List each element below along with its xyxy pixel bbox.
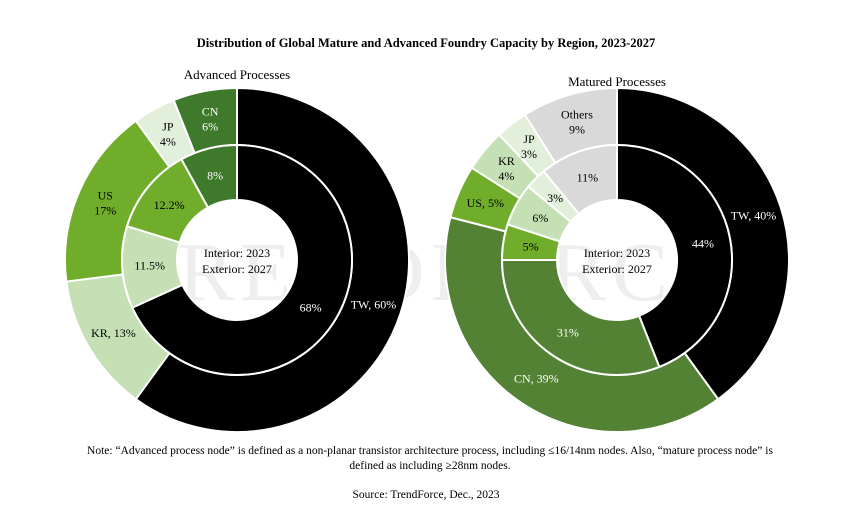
matured-center-line2: Exterior: 2027: [582, 262, 652, 276]
advanced-inner-slice-cn: [180, 143, 238, 209]
advanced-outer-label-line: TW, 60%: [351, 297, 397, 311]
advanced-outer-label-line: US: [98, 189, 113, 203]
advanced-inner-slice-tw: [130, 143, 353, 376]
matured-inner-label-us: 5%: [523, 239, 539, 253]
matured-inner-label-cn: 31%: [557, 325, 579, 339]
matured-inner-label-line: 31%: [557, 325, 579, 339]
matured-inner-label-line: 3%: [547, 191, 563, 205]
advanced-outer-label-line: 6%: [202, 120, 218, 134]
matured-inner-label-line: 11%: [577, 171, 599, 185]
advanced-outer-label-cn: CN 6%: [202, 105, 219, 134]
advanced-outer-label-tw: TW, 60%: [351, 297, 397, 311]
matured-inner-label-line: 5%: [523, 239, 539, 253]
advanced-center-line1: Interior: 2023: [204, 246, 270, 260]
advanced-center-line2: Exterior: 2027: [202, 262, 272, 276]
advanced-outer-label-line: KR, 13%: [91, 326, 136, 340]
advanced-inner-label-kr: 11.5%: [134, 259, 165, 273]
matured-outer-label-line: Others: [561, 108, 593, 122]
matured-inner-label-line: 44%: [692, 237, 714, 251]
watermark-text: TRENDFORCE: [121, 226, 732, 319]
matured-outer-label-line: CN, 39%: [514, 372, 559, 386]
matured-outer-label-cn: CN, 39%: [514, 372, 559, 386]
advanced-inner-label-line: 12.2%: [154, 198, 185, 212]
matured-outer-label-others: Others 9%: [561, 108, 593, 137]
matured-center-line1: Interior: 2023: [584, 246, 650, 260]
advanced-outer-label-kr: KR, 13%: [91, 326, 136, 340]
matured-inner-slice-cn: [500, 259, 661, 376]
advanced-donut: TW, 60% KR, 13% US 17% JP 4% CN 6% 68% 11.5% 12.2%…: [64, 86, 410, 433]
source-text: Source: TrendForce, Dec., 2023: [352, 489, 500, 501]
matured-inner-label-line: 6%: [532, 211, 548, 225]
advanced-inner-label-line: 11.5%: [134, 259, 165, 273]
matured-inner-slice-tw: [616, 143, 733, 369]
matured-outer-label-line: TW, 40%: [731, 209, 777, 223]
matured-donut: TW, 40%CN, 39%US, 5%KR 4%JP 3%Others 9%44%3…: [444, 86, 790, 433]
advanced-inner-label-line: 68%: [300, 300, 322, 314]
advanced-inner-label-us: 12.2%: [154, 198, 185, 212]
chart-title: Distribution of Global Mature and Advanc…: [197, 36, 656, 50]
footnote: Note: “Advanced process node” is defined…: [87, 445, 773, 472]
advanced-outer-label-line: CN: [202, 105, 219, 119]
advanced-inner-label-cn: 8%: [207, 168, 223, 182]
matured-inner-label-jp: 3%: [547, 191, 563, 205]
matured-outer-label-line: 3%: [521, 147, 537, 161]
matured-inner-slice-others: [542, 143, 618, 216]
matured-outer-label-line: 4%: [498, 169, 514, 183]
advanced-inner-label-tw: 68%: [300, 300, 322, 314]
advanced-outer-label-jp: JP 4%: [160, 120, 176, 149]
advanced-outer-label-line: 4%: [160, 135, 176, 149]
matured-outer-label-line: JP: [523, 132, 535, 146]
matured-outer-label-kr: KR 4%: [498, 154, 515, 183]
matured-outer-label-line: KR: [498, 154, 515, 168]
matured-inner-label-others: 11%: [577, 171, 599, 185]
matured-outer-label-jp: JP 3%: [521, 132, 537, 161]
advanced-subtitle: Advanced Processes: [184, 67, 291, 82]
advanced-inner-label-line: 8%: [207, 168, 223, 182]
matured-outer-label-line: 9%: [569, 123, 585, 137]
matured-outer-label-line: US, 5%: [467, 196, 504, 210]
advanced-outer-label-line: 17%: [94, 204, 116, 218]
advanced-outer-label-us: US 17%: [94, 189, 116, 218]
matured-inner-label-kr: 6%: [532, 211, 548, 225]
advanced-outer-label-line: JP: [162, 120, 174, 134]
matured-subtitle: Matured Processes: [568, 74, 666, 89]
matured-inner-label-tw: 44%: [692, 237, 714, 251]
matured-outer-label-tw: TW, 40%: [731, 209, 777, 223]
matured-outer-label-us: US, 5%: [467, 196, 504, 210]
